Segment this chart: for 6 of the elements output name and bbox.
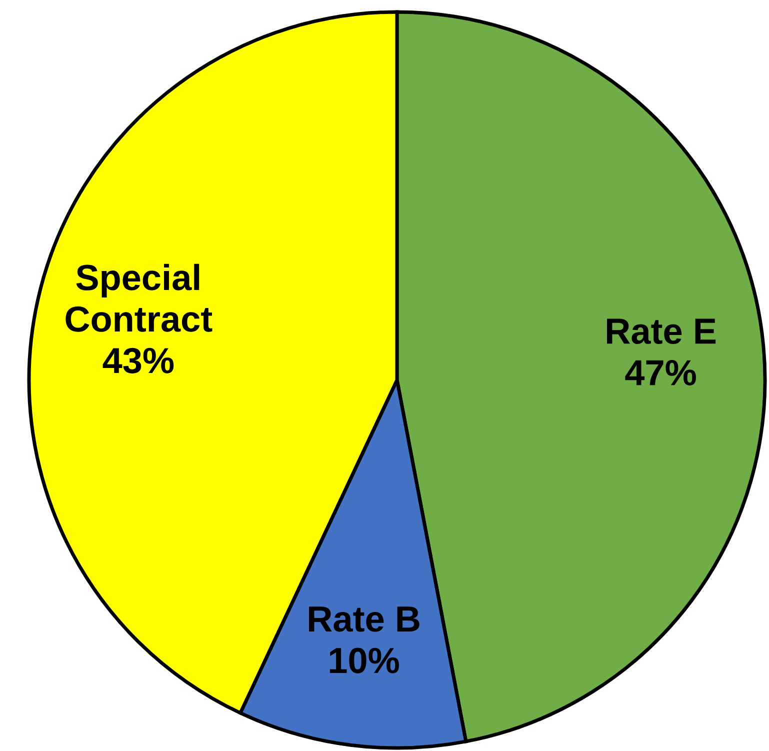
data-label: 47% xyxy=(625,360,696,386)
slice-label: Rate B xyxy=(309,606,420,632)
data-label: 43% xyxy=(102,348,174,374)
slice-label: Special Contract xyxy=(66,264,212,332)
slice-label: Rate E xyxy=(607,318,716,344)
data-label: 10% xyxy=(330,648,399,674)
